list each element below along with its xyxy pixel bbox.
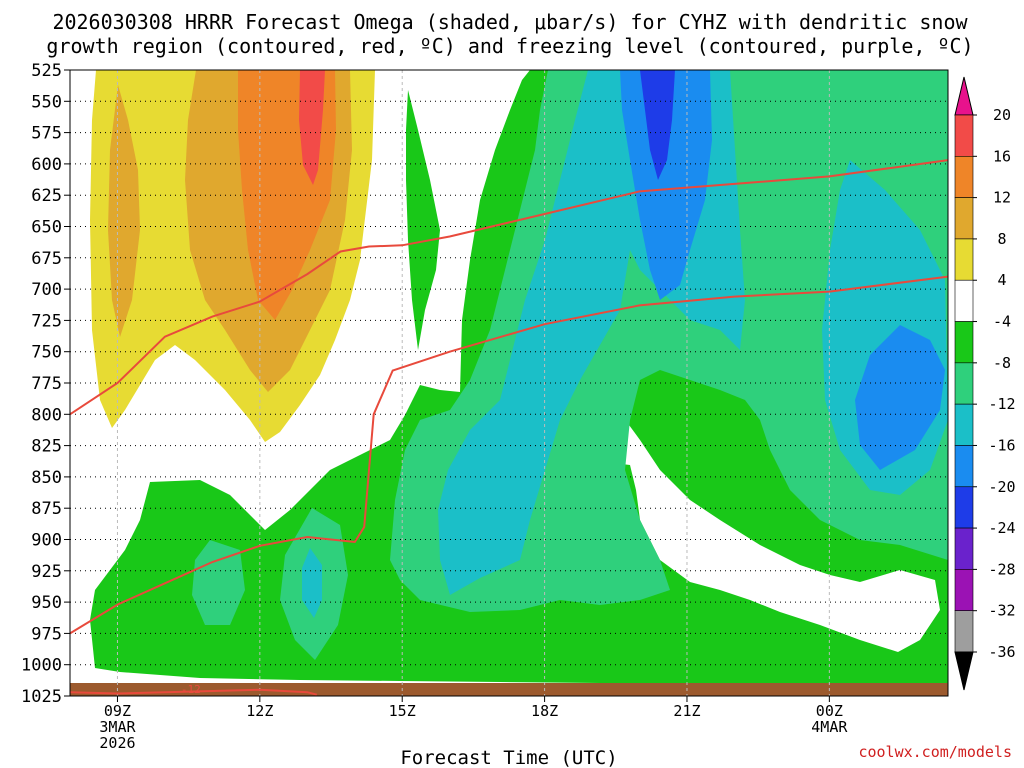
colorbar-swatch <box>954 362 974 405</box>
x-tick-label: 2026 <box>99 734 135 752</box>
y-tick-label: 550 <box>31 92 62 112</box>
contour-line <box>69 159 949 416</box>
x-tick-label: 21Z <box>673 702 700 720</box>
colorbar-swatch <box>954 527 974 570</box>
x-tick-label: 12Z <box>246 702 273 720</box>
y-tick-label: 850 <box>31 468 62 488</box>
colorbar-min-arrow <box>954 651 974 691</box>
y-tick-label: 750 <box>31 343 62 363</box>
omega-band-16 <box>299 70 325 185</box>
colorbar-label: -32 <box>988 602 1015 620</box>
colorbar-swatch <box>954 486 974 529</box>
contour-line <box>69 275 949 635</box>
y-axis: 525 550 575 600 625 650 675 700 725 750 775 800 825 8… <box>21 61 70 707</box>
x-tick-label: 09Z <box>104 702 131 720</box>
colorbar-label: -4 <box>993 313 1011 331</box>
x-tick-label: 15Z <box>389 702 416 720</box>
y-tick-label: 650 <box>31 218 62 238</box>
colorbar-label: -28 <box>988 560 1015 578</box>
y-tick-label: 1025 <box>21 687 62 707</box>
colorbar-label: -12 <box>988 395 1015 413</box>
colorbar-label: 8 <box>997 230 1006 248</box>
y-tick-label: 825 <box>31 437 62 457</box>
omega-band-neg16 <box>620 70 712 300</box>
y-tick-label: 800 <box>31 405 62 425</box>
y-tick-label: 900 <box>31 531 62 551</box>
colorbar-label: 4 <box>997 271 1006 289</box>
colorbar-label: -36 <box>988 643 1015 661</box>
y-tick-label: 675 <box>31 249 62 269</box>
y-tick-label: 875 <box>31 499 62 519</box>
colorbar-swatch <box>954 238 974 281</box>
x-tick-label: 3MAR <box>99 718 136 736</box>
temperature-contours: -12 <box>69 159 949 696</box>
y-tick-label: 600 <box>31 155 62 175</box>
x-tick-label: 00Z <box>816 702 843 720</box>
y-tick-label: 575 <box>31 124 62 144</box>
omega-band-neg4-finger <box>406 90 440 350</box>
omega-gap-1 <box>603 380 940 652</box>
y-tick-label: 700 <box>31 280 62 300</box>
colorbar-swatch <box>954 156 974 198</box>
shaded-omega <box>70 70 948 696</box>
y-tick-label: 625 <box>31 186 62 206</box>
colorbar-swatch <box>954 445 974 488</box>
omega-band-8b <box>108 85 140 337</box>
y-tick-label: 525 <box>31 61 62 81</box>
chart-title-line2: growth region (contoured, red, ºC) and f… <box>46 34 973 58</box>
credit-link[interactable]: coolwx.com/models <box>858 743 1012 761</box>
contour-label: -12 <box>181 683 201 696</box>
y-tick-label: 975 <box>31 624 62 644</box>
colorbar-label: 20 <box>993 106 1011 124</box>
y-tick-label: 775 <box>31 374 62 394</box>
x-tick-label: 4MAR <box>811 718 848 736</box>
x-axis-label: Forecast Time (UTC) <box>400 747 617 768</box>
colorbar-swatch <box>954 610 974 653</box>
contour-line <box>69 688 318 696</box>
y-tick-label: 925 <box>31 562 62 582</box>
colorbar-label: -20 <box>988 478 1015 496</box>
colorbar-label: -16 <box>988 436 1015 454</box>
y-tick-label: 725 <box>31 311 62 331</box>
colorbar-label: 16 <box>993 147 1011 165</box>
y-tick-label: 950 <box>31 593 62 613</box>
colorbar-swatch <box>954 403 974 446</box>
colorbar: 20 16 12 8 4 -4 -8 -12 -16 -20 -24 -28 -32 -36 <box>954 76 1016 691</box>
colorbar-label: -24 <box>988 519 1015 537</box>
omega-band-neg8b <box>192 540 245 625</box>
colorbar-max-arrow <box>954 76 974 116</box>
omega-band-neg12c <box>302 548 322 618</box>
colorbar-label: -8 <box>993 354 1011 372</box>
colorbar-swatch <box>954 279 974 322</box>
colorbar-label: 12 <box>993 189 1011 207</box>
terrain <box>70 683 948 696</box>
omega-band-neg20 <box>640 70 675 180</box>
colorbar-swatch <box>954 197 974 240</box>
colorbar-swatch <box>954 114 974 157</box>
x-tick-label: 18Z <box>531 702 558 720</box>
chart-title-line1: 2026030308 HRRR Forecast Omega (shaded, … <box>52 10 968 34</box>
omega-band-neg16b <box>855 325 945 470</box>
colorbar-swatch <box>954 569 974 611</box>
y-tick-label: 1000 <box>21 656 62 676</box>
colorbar-swatch <box>954 321 974 364</box>
